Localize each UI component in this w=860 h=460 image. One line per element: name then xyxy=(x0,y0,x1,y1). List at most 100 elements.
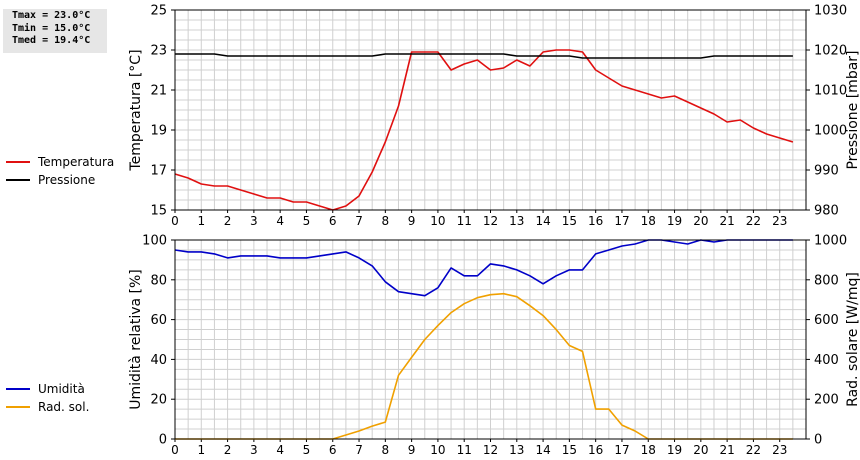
x-tick-label: 8 xyxy=(382,214,390,228)
x-tick-label: 2 xyxy=(224,214,232,228)
y2-tick-label: 1030 xyxy=(814,4,847,19)
x-tick-label: 4 xyxy=(276,214,284,228)
y-tick-label: 25 xyxy=(150,4,167,19)
x-tick-label: 22 xyxy=(746,214,761,228)
x-tick-label: 4 xyxy=(276,443,284,457)
legend-label-humidity: Umidità xyxy=(38,382,85,396)
x-tick-label: 17 xyxy=(614,443,629,457)
tmin-stat: Tmin = 15.0°C xyxy=(12,22,91,34)
y2-tick-label: 600 xyxy=(814,313,839,328)
x-tick-label: 1 xyxy=(197,214,205,228)
series-line-temperatura xyxy=(174,49,794,211)
y2-tick-label: 1000 xyxy=(814,124,847,139)
x-tick-label: 19 xyxy=(667,214,682,228)
y2-tick-label: 0 xyxy=(814,433,822,448)
x-tick-label: 13 xyxy=(509,443,524,457)
y2-axis-title: Pressione [mbar] xyxy=(845,50,860,169)
y2-tick-label: 990 xyxy=(814,164,839,179)
legend-top: Temperatura Pressione xyxy=(6,153,114,189)
legend-label-radiation: Rad. sol. xyxy=(38,400,90,414)
stats-box: Tmax = 23.0°C Tmin = 15.0°C Tmed = 19.4°… xyxy=(3,9,107,53)
y2-tick-label: 200 xyxy=(814,393,839,408)
y-tick-label: 15 xyxy=(150,204,167,219)
x-tick-label: 12 xyxy=(483,214,498,228)
y2-tick-label: 1010 xyxy=(814,84,847,99)
x-tick-label: 20 xyxy=(693,214,708,228)
temperature-swatch xyxy=(6,161,30,163)
x-tick-label: 0 xyxy=(171,443,179,457)
y-tick-label: 0 xyxy=(159,433,167,448)
x-tick-label: 14 xyxy=(535,214,550,228)
x-tick-label: 5 xyxy=(303,214,311,228)
x-tick-label: 19 xyxy=(667,443,682,457)
x-tick-label: 6 xyxy=(329,443,337,457)
x-tick-label: 3 xyxy=(250,214,258,228)
series-line-umidit xyxy=(174,239,793,297)
x-tick-label: 8 xyxy=(382,443,390,457)
y-tick-label: 19 xyxy=(150,124,167,139)
x-tick-label: 11 xyxy=(457,214,472,228)
x-tick-label: 14 xyxy=(535,443,550,457)
legend-item-pressure: Pressione xyxy=(6,171,114,189)
y2-tick-label: 1000 xyxy=(814,234,847,249)
x-tick-label: 18 xyxy=(641,443,656,457)
series-line-pressione xyxy=(175,53,793,59)
pressure-swatch xyxy=(6,179,30,181)
legend-item-radiation: Rad. sol. xyxy=(6,398,89,416)
y-axis-title: Temperatura [°C] xyxy=(128,49,144,171)
x-tick-label: 16 xyxy=(588,443,603,457)
legend-item-temperature: Temperatura xyxy=(6,153,114,171)
plot-frame xyxy=(174,239,807,440)
y-tick-label: 20 xyxy=(150,393,167,408)
legend-label-pressure: Pressione xyxy=(38,173,96,187)
legend-bottom: Umidità Rad. sol. xyxy=(6,380,89,416)
x-tick-label: 20 xyxy=(693,443,708,457)
tmed-stat: Tmed = 19.4°C xyxy=(12,35,91,46)
y-tick-label: 40 xyxy=(150,353,167,368)
x-tick-label: 23 xyxy=(772,443,787,457)
x-tick-label: 11 xyxy=(457,443,472,457)
legend-label-temperature: Temperatura xyxy=(38,155,115,169)
y2-tick-label: 400 xyxy=(814,353,839,368)
x-tick-label: 9 xyxy=(408,214,416,228)
x-tick-label: 16 xyxy=(588,214,603,228)
y-tick-label: 17 xyxy=(150,164,167,179)
x-tick-label: 9 xyxy=(408,443,416,457)
y2-axis-title: Rad. solare [W/mq] xyxy=(845,272,860,407)
x-tick-label: 1 xyxy=(197,443,205,457)
y-tick-label: 21 xyxy=(150,84,167,99)
x-tick-label: 21 xyxy=(719,214,734,228)
y2-tick-label: 980 xyxy=(814,204,839,219)
y-tick-label: 23 xyxy=(150,44,167,59)
humidity-swatch xyxy=(6,388,30,390)
y-tick-label: 100 xyxy=(142,234,167,249)
x-tick-label: 15 xyxy=(562,214,577,228)
x-tick-label: 5 xyxy=(303,443,311,457)
x-tick-label: 10 xyxy=(430,214,445,228)
x-tick-label: 17 xyxy=(614,214,629,228)
y-axis-title: Umidità relativa [%] xyxy=(128,269,144,410)
x-tick-label: 13 xyxy=(509,214,524,228)
legend-item-humidity: Umidità xyxy=(6,380,89,398)
x-tick-label: 18 xyxy=(641,214,656,228)
x-tick-label: 23 xyxy=(772,214,787,228)
tmax-stat: Tmax = 23.0°C xyxy=(12,10,91,21)
plot-frame xyxy=(174,9,807,211)
y-tick-label: 60 xyxy=(150,313,167,328)
y-tick-label: 80 xyxy=(150,273,167,288)
x-tick-label: 22 xyxy=(746,443,761,457)
x-tick-label: 0 xyxy=(171,214,179,228)
series-line-rad-sol xyxy=(175,292,793,440)
x-tick-label: 7 xyxy=(355,443,363,457)
x-tick-label: 3 xyxy=(250,443,258,457)
x-tick-label: 7 xyxy=(355,214,363,228)
x-tick-label: 12 xyxy=(483,443,498,457)
x-tick-label: 21 xyxy=(719,443,734,457)
x-tick-label: 15 xyxy=(562,443,577,457)
radiation-swatch xyxy=(6,406,30,408)
y2-tick-label: 800 xyxy=(814,273,839,288)
x-tick-label: 6 xyxy=(329,214,337,228)
y2-tick-label: 1020 xyxy=(814,44,847,59)
x-tick-label: 2 xyxy=(224,443,232,457)
